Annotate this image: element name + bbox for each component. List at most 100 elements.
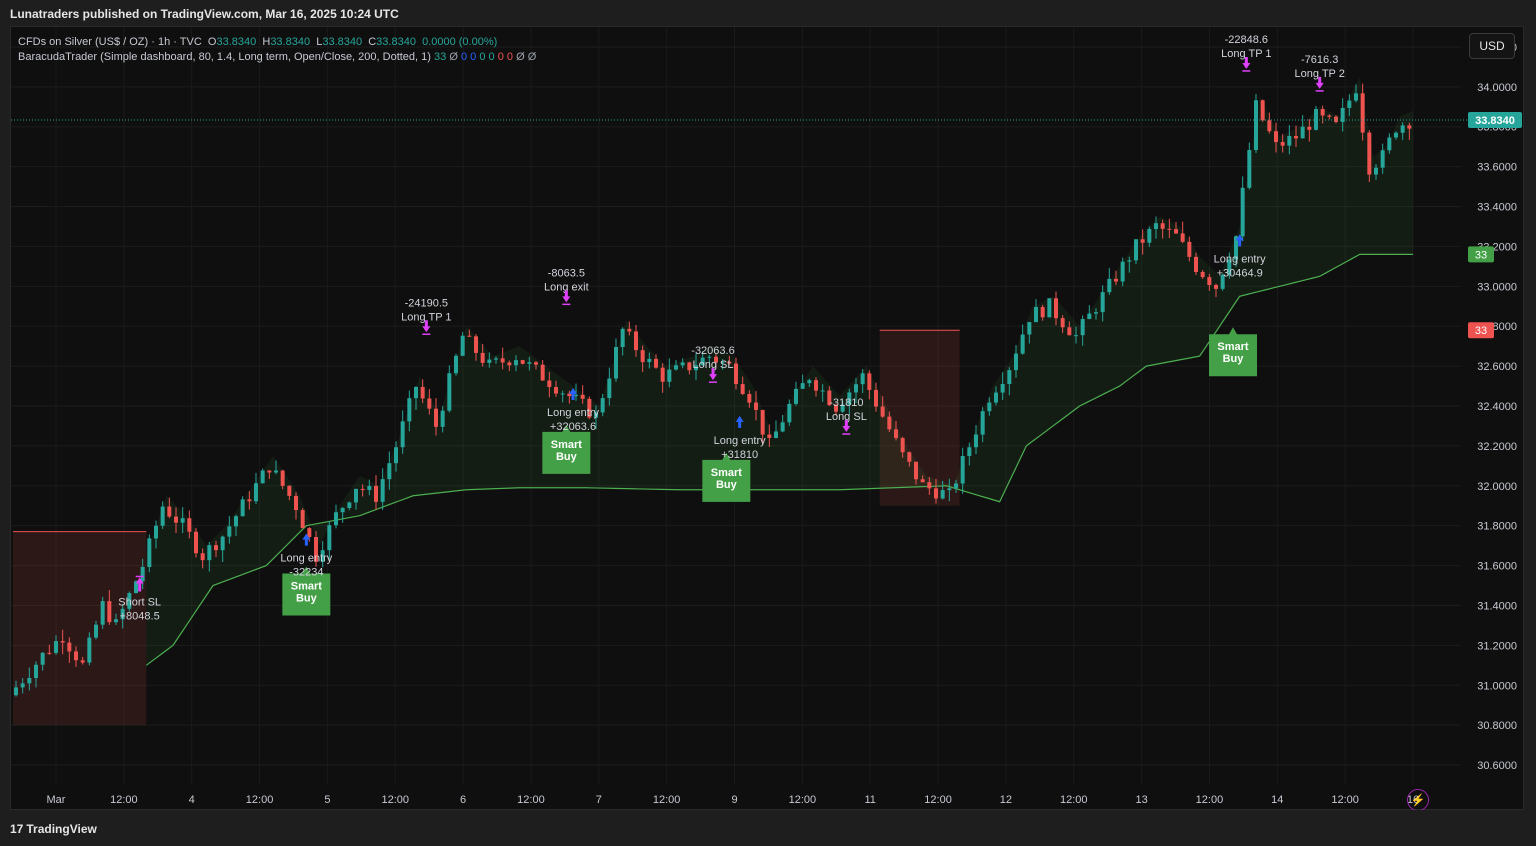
candle-body [1367,132,1372,175]
candle-body [247,499,252,502]
candle-body [14,687,18,696]
candle-body [814,380,818,391]
candle-body [1067,327,1072,336]
symbol-name[interactable]: CFDs on Silver (US$ / OZ) · 1h · TVC [18,36,202,48]
candle-body [787,403,792,423]
candle-body [227,526,232,537]
candle-body [1000,383,1005,393]
candle-body [207,545,212,561]
change-value: 0.0000 (0.00%) [422,36,498,48]
trade-label: -24190.5 [405,297,448,309]
candle-body [234,516,238,527]
x-tick-label: 12:00 [517,794,545,806]
candle-body [534,362,538,365]
candle-body [1247,149,1252,188]
exit-marker-icon [842,420,851,432]
candle-body [874,389,878,407]
short-zone [879,330,960,506]
trade-label: Long entry [280,553,332,565]
candle-body [347,502,352,508]
legend: CFDs on Silver (US$ / OZ) · 1h · TVC O33… [18,35,536,65]
trade-label: Long entry [1214,253,1266,265]
x-tick-label: 11 [864,794,875,806]
x-tick-label: 12:00 [653,794,681,806]
candle-body [920,479,925,483]
top-bar: Lunatraders published on TradingView.com… [0,0,1536,26]
trade-label: +31810 [721,449,758,461]
candle-body [27,678,32,684]
y-tick-label: 34.0000 [1477,82,1517,94]
candle-body [620,328,625,348]
candle-body [567,393,572,397]
candle-body [1354,93,1358,101]
trade-label: Long entry [714,435,766,447]
candle-body [640,350,645,363]
tradingview-logo[interactable]: 17 TradingView [10,822,97,836]
candle-body [300,510,305,529]
candle-body [1307,126,1312,130]
candle-body [407,398,412,422]
candle-body [647,358,652,363]
candle-body [767,434,772,438]
trade-label: Long TP 2 [1294,68,1344,80]
candle-body [394,447,398,464]
trade-label: Long TP 1 [401,311,451,323]
candle-body [794,388,798,404]
candle-body [1327,115,1332,117]
x-tick-label: 12:00 [110,794,138,806]
currency-button[interactable]: USD [1469,33,1515,59]
candle-body [727,361,732,364]
candle-body [294,495,298,511]
candle-body [587,398,592,418]
candle-body [220,536,225,551]
indicator-badge-label: 33 [1475,325,1487,337]
lightning-icon[interactable]: ⚡ [1407,789,1429,811]
candle-body [800,383,805,389]
indicator-value: 33 [434,51,447,63]
candle-body [1380,150,1385,168]
candle-body [927,482,932,489]
candle-body [94,624,98,638]
indicator-name[interactable]: BaracudaTrader (Simple dashboard, 80, 1.… [18,51,431,63]
candle-body [140,566,145,582]
candle-body [460,335,465,356]
candle-body [287,485,292,496]
candle-body [1107,278,1112,293]
candle-body [514,360,518,366]
candle-body [700,357,705,366]
y-tick-label: 33.4000 [1477,202,1517,214]
candle-body [240,499,245,517]
candle-body [680,362,685,366]
y-tick-label: 32.2000 [1477,441,1517,453]
candle-body [1300,126,1305,139]
trade-label: +8048.5 [120,610,160,622]
candle-body [1274,131,1278,143]
trade-label: Long entry [547,407,599,419]
candle-body [1207,277,1212,285]
candle-body [1147,228,1152,243]
candle-body [380,479,385,502]
short-zone [13,531,147,726]
candle-body [180,518,185,523]
last-price-label: 33.8340 [1475,115,1515,127]
candle-body [420,387,425,399]
smart-buy-label: Smart [711,467,743,479]
trade-label: -8063.5 [548,267,585,279]
indicator-badge-label: 33 [1475,249,1487,261]
trade-label: +30464.9 [1217,267,1263,279]
smart-buy-box [1209,327,1257,377]
candle-body [1167,228,1172,230]
chart-pane[interactable]: 34.200034.000033.800033.600033.400033.20… [10,26,1524,811]
indicator-value: Ø [449,51,458,63]
candle-body [1394,132,1398,138]
trade-label: Long exit [544,281,589,293]
smart-buy-box [282,566,331,616]
candle-body [320,550,325,562]
candle-body [254,483,258,502]
price-chart-svg[interactable]: 34.200034.000033.800033.600033.400033.20… [11,27,1523,809]
low-label: L [316,36,323,48]
x-tick-label: 12 [1000,794,1012,806]
candle-body [440,410,445,427]
candle-body [1047,298,1052,318]
candle-body [594,412,598,418]
